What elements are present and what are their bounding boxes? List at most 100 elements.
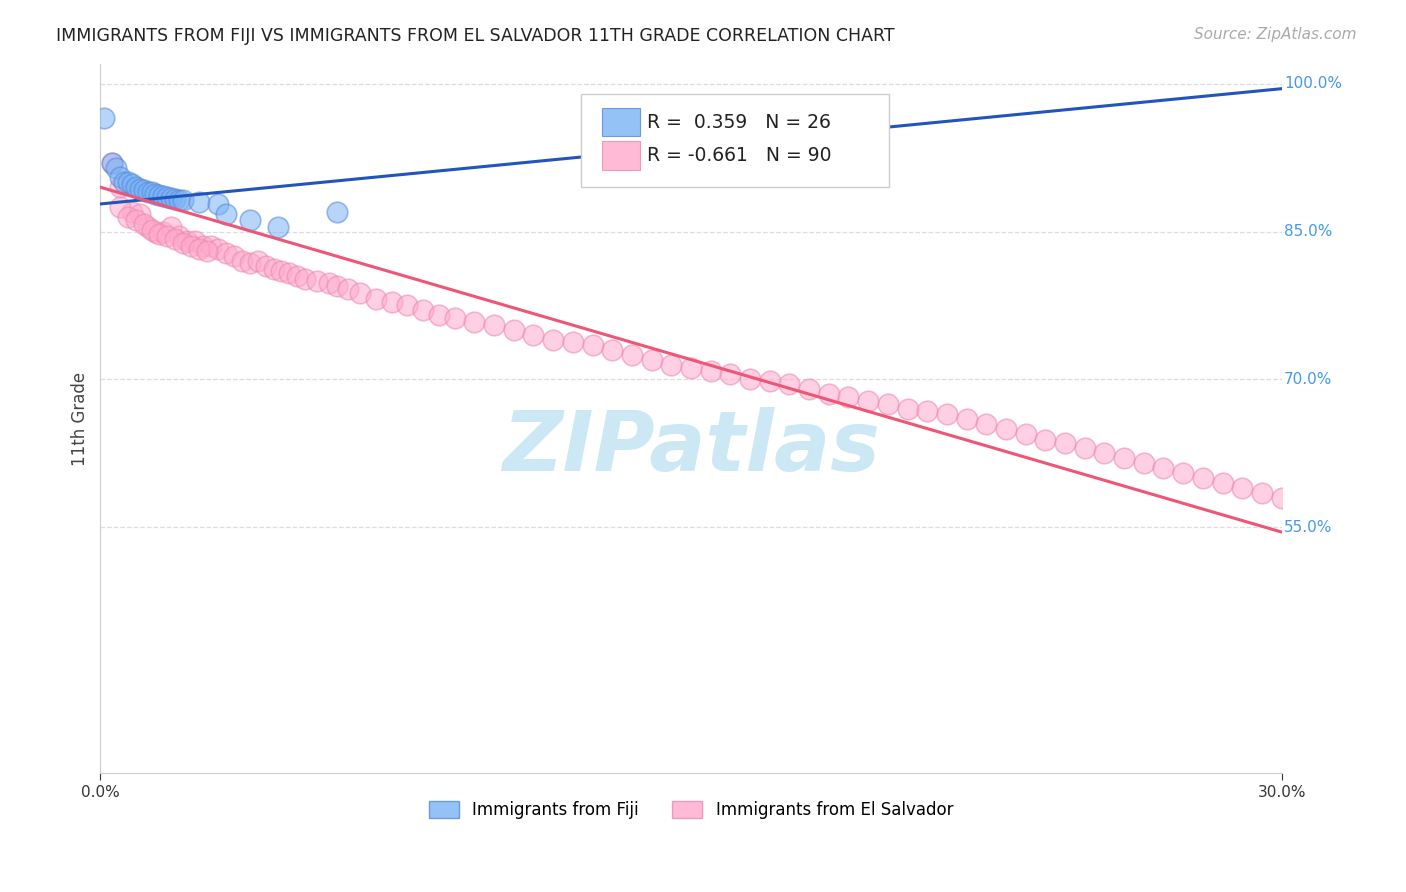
Point [443, 311, 465, 326]
Point [1094, 446, 1116, 460]
Point [955, 411, 977, 425]
FancyBboxPatch shape [581, 94, 890, 186]
Point [412, 303, 434, 318]
Point [167, 229, 190, 244]
FancyBboxPatch shape [602, 108, 640, 136]
Text: 55.0%: 55.0% [1284, 520, 1333, 534]
Point [364, 292, 387, 306]
Point [738, 372, 761, 386]
Point [167, 193, 190, 207]
Point [207, 197, 229, 211]
Point [112, 175, 135, 189]
Point [152, 189, 174, 203]
Point [1114, 451, 1136, 466]
Point [994, 421, 1017, 435]
Point [817, 387, 839, 401]
Point [132, 217, 155, 231]
Point [156, 229, 179, 244]
Point [837, 390, 859, 404]
Point [128, 207, 150, 221]
Point [349, 285, 371, 300]
Point [1212, 475, 1234, 490]
Point [117, 175, 139, 189]
Point [699, 364, 721, 378]
Point [266, 219, 288, 234]
Text: Source: ZipAtlas.com: Source: ZipAtlas.com [1194, 27, 1357, 42]
Point [200, 239, 222, 253]
Point [427, 308, 450, 322]
Point [239, 256, 262, 270]
Text: R = -0.661   N = 90: R = -0.661 N = 90 [647, 146, 832, 165]
Point [187, 242, 209, 256]
Point [581, 338, 603, 352]
Point [679, 360, 702, 375]
Point [128, 182, 150, 196]
Point [381, 295, 404, 310]
Point [141, 222, 163, 236]
Point [254, 259, 277, 273]
Point [1192, 471, 1215, 485]
Text: IMMIGRANTS FROM FIJI VS IMMIGRANTS FROM EL SALVADOR 11TH GRADE CORRELATION CHART: IMMIGRANTS FROM FIJI VS IMMIGRANTS FROM … [56, 27, 894, 45]
Point [396, 298, 419, 312]
Point [191, 239, 214, 253]
Point [231, 254, 253, 268]
Point [1173, 466, 1195, 480]
Point [915, 404, 938, 418]
FancyBboxPatch shape [602, 141, 640, 169]
Point [896, 401, 918, 416]
Point [482, 318, 505, 333]
Point [108, 170, 131, 185]
Point [117, 210, 139, 224]
Point [121, 178, 143, 192]
Point [522, 328, 544, 343]
Point [215, 246, 238, 260]
Point [718, 368, 741, 382]
Legend: Immigrants from Fiji, Immigrants from El Salvador: Immigrants from Fiji, Immigrants from El… [422, 794, 960, 825]
Point [1251, 485, 1274, 500]
Point [187, 194, 209, 209]
Point [165, 232, 187, 246]
Point [145, 225, 167, 239]
Point [224, 249, 246, 263]
Point [105, 161, 128, 175]
Point [160, 191, 183, 205]
Point [318, 276, 340, 290]
Point [160, 219, 183, 234]
Point [278, 266, 301, 280]
Point [600, 343, 623, 357]
Point [325, 278, 347, 293]
Point [305, 274, 328, 288]
Point [136, 185, 159, 199]
Point [1133, 456, 1156, 470]
Point [195, 244, 218, 259]
Point [172, 236, 194, 251]
Point [172, 193, 194, 207]
Point [640, 352, 662, 367]
Point [856, 394, 879, 409]
Point [876, 397, 898, 411]
Point [337, 282, 360, 296]
Point [180, 239, 202, 253]
Point [145, 187, 167, 202]
Point [659, 358, 682, 372]
Point [101, 155, 124, 169]
Point [1271, 491, 1294, 505]
Point [935, 407, 957, 421]
Point [1014, 426, 1036, 441]
Point [541, 333, 564, 347]
Point [797, 382, 820, 396]
Point [152, 225, 174, 239]
Text: ZIPatlas: ZIPatlas [502, 407, 880, 488]
Point [974, 417, 997, 431]
Point [156, 190, 179, 204]
Point [215, 207, 238, 221]
Point [108, 200, 131, 214]
Point [1074, 442, 1097, 456]
Point [132, 183, 155, 197]
Y-axis label: 11th Grade: 11th Grade [72, 372, 89, 466]
Text: R =  0.359   N = 26: R = 0.359 N = 26 [647, 112, 831, 132]
Point [1033, 434, 1056, 448]
Text: 85.0%: 85.0% [1284, 224, 1333, 239]
Text: 70.0%: 70.0% [1284, 372, 1333, 387]
Point [294, 272, 316, 286]
